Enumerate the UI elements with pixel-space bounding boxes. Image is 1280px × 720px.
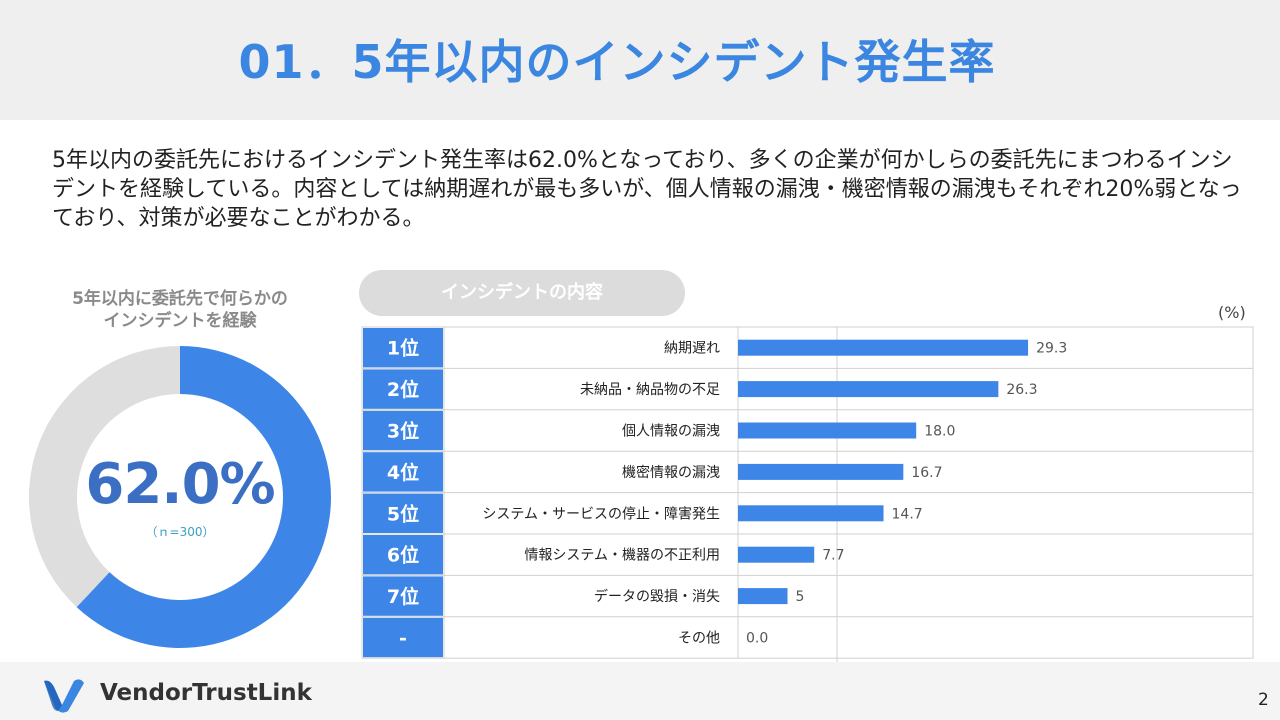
bar [738, 546, 815, 563]
rank-cell [363, 328, 443, 368]
donut-title-line2: インシデントを経験 [103, 311, 257, 331]
category-label: データの毀損・消失 [594, 588, 720, 605]
rank-label: - [399, 628, 407, 650]
category-label: 個人情報の漏洩 [622, 424, 720, 440]
rank-label: 2位 [387, 378, 419, 401]
rank-label: 6位 [387, 544, 419, 567]
bar [738, 463, 904, 480]
page-number: 2 [1258, 690, 1269, 710]
value-label: 14.7 [892, 506, 923, 522]
rank-label: 5位 [387, 502, 419, 525]
table-frame [361, 326, 1254, 659]
page-title: 01．5年以内のインシデント発生率 [238, 35, 996, 89]
header-band [0, 0, 1280, 120]
value-label: 7.7 [822, 548, 844, 564]
rank-cell [363, 452, 443, 492]
bar [738, 505, 884, 522]
donut-title-line1: 5年以内に委託先で何らかの [72, 289, 288, 309]
category-label: システム・サービスの停止・障害発生 [482, 505, 720, 522]
category-label: 納期遅れ [664, 341, 720, 357]
category-label: 情報システム・機器の不正利用 [524, 548, 720, 564]
category-label: 機密情報の漏洩 [622, 464, 720, 481]
value-label: 18.0 [924, 424, 955, 440]
rank-cell [363, 576, 443, 616]
bar [738, 381, 999, 398]
rank-cell [363, 410, 443, 451]
rank-label: 1位 [387, 337, 419, 360]
category-label: 未納品・納品物の不足 [580, 382, 720, 398]
bar [738, 588, 788, 605]
incident-content-pill: インシデントの内容 [359, 270, 685, 316]
bar [738, 339, 1029, 356]
donut-n-label: （ｎ=300） [145, 525, 215, 539]
donut-slice-value [76, 346, 331, 648]
brand-name: VendorTrustLink [100, 680, 312, 706]
rank-label: 4位 [387, 461, 419, 484]
value-label: 29.3 [1036, 341, 1067, 357]
donut-chart [29, 346, 331, 648]
value-label: 16.7 [911, 465, 942, 481]
value-label: 0.0 [746, 631, 768, 647]
footer-band [0, 662, 1280, 720]
donut-slice-rest [29, 346, 181, 608]
donut-title: 5年以内に委託先で何らかの インシデントを経験 [30, 288, 330, 332]
rank-cell [363, 535, 443, 575]
description-text: 5年以内の委託先におけるインシデント発生率は62.0%となっており、多くの企業が… [52, 148, 1242, 231]
rank-label: 3位 [387, 420, 419, 443]
rank-cell [363, 493, 443, 533]
donut-value-label: 62.0% [85, 452, 275, 517]
unit-label: (%) [1218, 303, 1246, 322]
value-label: 26.3 [1006, 382, 1037, 398]
category-label: その他 [678, 631, 720, 647]
value-label: 5 [796, 589, 805, 605]
rank-label: 7位 [387, 585, 419, 608]
rank-cell [363, 617, 443, 658]
rank-cell [363, 369, 443, 409]
vendortrustlink-logo-icon [44, 679, 84, 713]
bar [738, 422, 917, 439]
